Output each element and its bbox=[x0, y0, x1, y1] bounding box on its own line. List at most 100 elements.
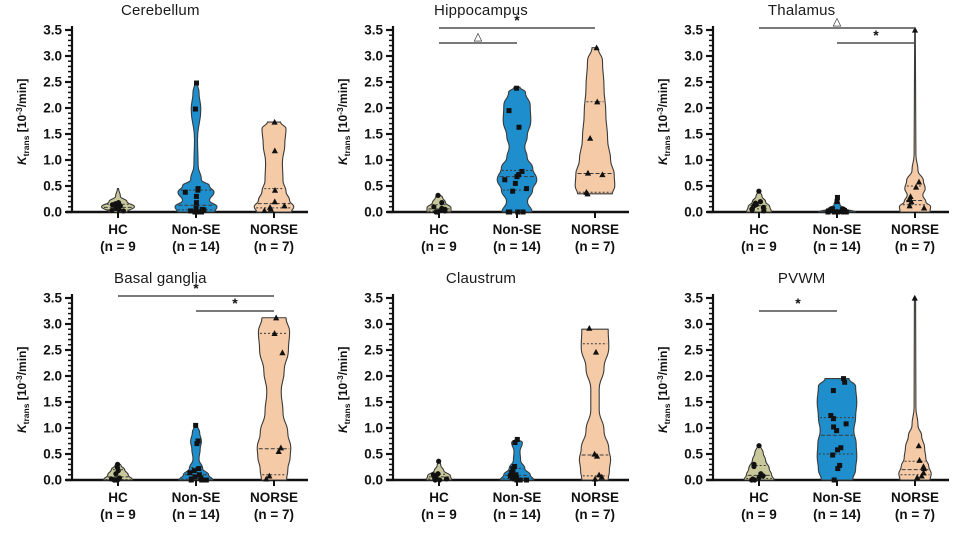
x-group-label: NORSE bbox=[250, 490, 298, 505]
violin-group-NORSE bbox=[578, 324, 611, 482]
data-point bbox=[515, 172, 521, 178]
data-point bbox=[195, 438, 201, 443]
data-point bbox=[512, 439, 518, 445]
data-point bbox=[523, 186, 529, 192]
x-group-label: NORSE bbox=[891, 490, 939, 505]
data-point bbox=[514, 436, 520, 442]
data-point bbox=[438, 200, 445, 206]
data-point bbox=[832, 209, 838, 215]
x-group-label: Non-SE bbox=[172, 490, 221, 505]
x-group-n-label: (n = 9 bbox=[421, 239, 457, 254]
x-group-n-label: (n = 9 bbox=[742, 239, 778, 254]
data-point bbox=[835, 446, 841, 452]
data-point bbox=[506, 209, 512, 215]
data-point bbox=[271, 186, 279, 193]
data-point bbox=[193, 205, 199, 211]
data-point bbox=[582, 189, 590, 195]
y-tick-label: 0.5 bbox=[364, 446, 383, 461]
significance-symbol: * bbox=[796, 295, 802, 311]
data-point bbox=[828, 412, 834, 418]
y-tick-label: 0.5 bbox=[43, 179, 62, 194]
data-point bbox=[443, 475, 449, 482]
data-point bbox=[586, 134, 593, 141]
y-tick-label: 1.5 bbox=[685, 127, 704, 142]
data-point bbox=[193, 422, 199, 428]
y-tick-label: 1.5 bbox=[43, 394, 62, 409]
data-point bbox=[592, 348, 599, 355]
y-tick-label: 3.5 bbox=[364, 290, 383, 305]
data-point bbox=[916, 456, 923, 463]
y-tick-label: 1.0 bbox=[43, 153, 62, 168]
y-axis-label: Ktrans [10-3/min] bbox=[335, 79, 352, 165]
data-point bbox=[840, 206, 846, 212]
panel-hippocampus: Hippocampus 0.0 0.5 1.0 1.5 2.0 2.5 3.0 3.5 Ktran… bbox=[321, 0, 642, 268]
y-tick-label: 2.5 bbox=[43, 342, 62, 357]
data-point bbox=[108, 475, 114, 482]
violin-group-NonSE bbox=[499, 436, 535, 482]
svg-text:Ktrans [10-3/min]: Ktrans [10-3/min] bbox=[655, 79, 672, 165]
x-group-label: HC bbox=[108, 222, 128, 237]
data-point bbox=[918, 472, 926, 478]
violin-group-NORSE bbox=[253, 118, 295, 214]
x-group-label: Non-SE bbox=[813, 490, 862, 505]
y-tick-label: 2.5 bbox=[685, 75, 704, 90]
data-point bbox=[513, 475, 519, 481]
data-point bbox=[598, 171, 606, 178]
data-point bbox=[192, 209, 198, 215]
data-point bbox=[593, 44, 600, 51]
data-point bbox=[513, 85, 519, 91]
y-axis-label: Ktrans [10-3/min] bbox=[655, 346, 672, 432]
data-point bbox=[911, 294, 919, 301]
significance-bar: * bbox=[438, 12, 595, 29]
significance-bar: △ bbox=[759, 16, 916, 29]
data-point bbox=[435, 192, 441, 198]
y-tick-label: 2.5 bbox=[685, 342, 704, 357]
data-point bbox=[915, 441, 923, 448]
y-tick-label: 3.5 bbox=[685, 23, 704, 38]
y-tick-label: 0.5 bbox=[43, 446, 62, 461]
svg-text:Ktrans [10-3/min]: Ktrans [10-3/min] bbox=[335, 79, 352, 165]
data-point bbox=[281, 202, 288, 209]
y-tick-label: 1.0 bbox=[364, 420, 383, 435]
svg-text:Ktrans [10-3/min]: Ktrans [10-3/min] bbox=[14, 79, 31, 165]
violin-group-NonSE bbox=[496, 85, 538, 215]
data-point bbox=[198, 474, 204, 480]
violin-group-NonSE bbox=[818, 194, 857, 215]
panel-title: Claustrum bbox=[445, 269, 517, 287]
data-point bbox=[831, 477, 837, 482]
data-point bbox=[266, 472, 273, 478]
violin-shape bbox=[898, 296, 933, 481]
data-point bbox=[758, 199, 764, 205]
y-tick-label: 2.0 bbox=[43, 101, 62, 116]
y-tick-label: 2.0 bbox=[364, 101, 383, 116]
data-point bbox=[277, 444, 284, 450]
x-group-label: Non-SE bbox=[492, 490, 541, 505]
data-point bbox=[907, 193, 914, 199]
data-point bbox=[523, 477, 529, 482]
x-group-label: Non-SE bbox=[492, 222, 541, 237]
data-point bbox=[758, 470, 764, 476]
significance-bar: * bbox=[837, 27, 916, 44]
y-tick-label: 3.0 bbox=[43, 316, 62, 331]
violin-shape bbox=[253, 121, 295, 213]
y-tick-label: 0.5 bbox=[685, 446, 704, 461]
data-point bbox=[115, 200, 122, 206]
y-tick-label: 3.5 bbox=[43, 23, 62, 38]
violin-group-HC bbox=[746, 188, 773, 214]
data-point bbox=[585, 324, 593, 331]
panel-title: Cerebellum bbox=[120, 2, 200, 19]
data-point bbox=[517, 477, 523, 482]
y-tick-label: 0.5 bbox=[364, 179, 383, 194]
data-point bbox=[516, 124, 522, 130]
data-point bbox=[751, 461, 757, 467]
data-point bbox=[906, 202, 914, 209]
data-point bbox=[271, 329, 278, 336]
data-point bbox=[192, 473, 198, 479]
data-point bbox=[519, 168, 525, 174]
y-tick-label: 3.0 bbox=[685, 49, 704, 64]
violin-chart: 0.0 0.5 1.0 1.5 2.0 2.5 3.0 3.5 Ktrans [10-3/min… bbox=[14, 280, 308, 522]
violin-group-HC bbox=[100, 188, 136, 214]
data-point bbox=[114, 461, 121, 467]
data-point bbox=[595, 471, 602, 477]
data-point bbox=[195, 186, 201, 192]
